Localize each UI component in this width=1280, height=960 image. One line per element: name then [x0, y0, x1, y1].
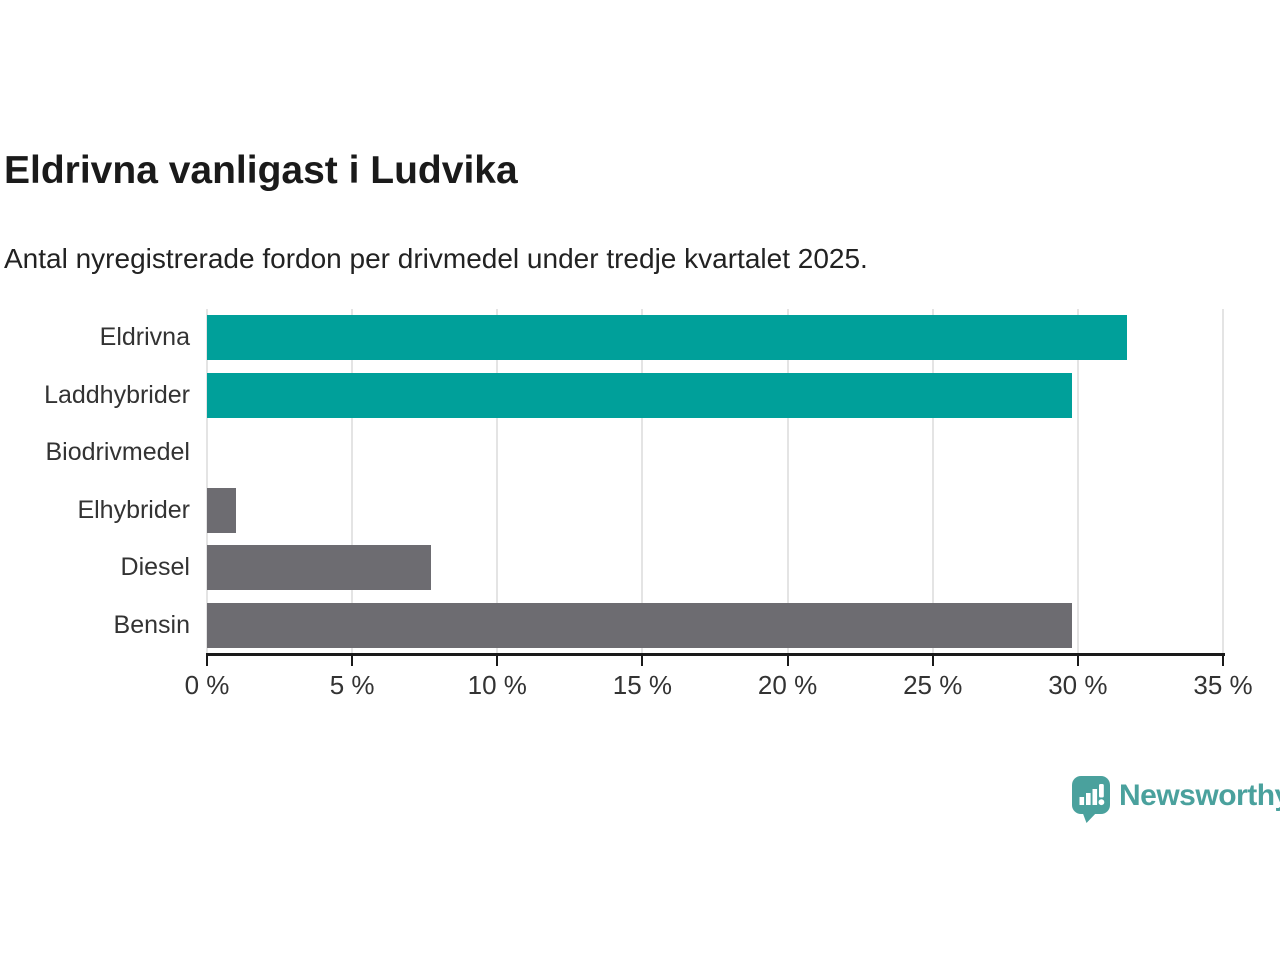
- newsworthy-logo-icon: [1072, 776, 1110, 823]
- bar-bensin: [207, 602, 1073, 648]
- bar-eldrivna: [207, 315, 1128, 361]
- tick-mark: [351, 655, 354, 666]
- brand-logo: Newsworthy: [1071, 775, 1280, 823]
- gridline: [206, 309, 208, 654]
- tick-label: 35 %: [1193, 670, 1253, 700]
- gridline: [641, 309, 644, 654]
- chart-subtitle: Antal nyregistrerade fordon per drivmede…: [4, 243, 868, 274]
- bar-chart-plot-area: [206, 309, 1224, 654]
- tick-label: 5 %: [329, 670, 375, 700]
- gridline: [1222, 309, 1224, 654]
- brand-name: Newsworthy: [1119, 779, 1280, 812]
- tick-mark: [1222, 655, 1224, 666]
- category-label: Laddhybrider: [44, 380, 190, 409]
- category-label: Diesel: [120, 553, 190, 582]
- y-axis-category-labels: Eldrivna Laddhybrider Biodrivmedel Elhybrid…: [0, 309, 190, 654]
- category-label: Biodrivmedel: [45, 438, 190, 467]
- tick-mark: [786, 655, 789, 666]
- tick-label: 15 %: [612, 670, 673, 700]
- gridline: [931, 309, 934, 654]
- gridline: [351, 309, 354, 654]
- chart-title: Eldrivna vanligast i Ludvika: [4, 149, 518, 192]
- bar-elhybrider: [207, 487, 237, 533]
- tick-label: 0 %: [184, 670, 230, 700]
- category-label: Eldrivna: [99, 323, 190, 352]
- gridline: [1076, 309, 1079, 654]
- tick-label: 10 %: [467, 670, 527, 700]
- x-axis: 0 % 5 % 10 % 15 % 20 % 25 % 30 % 35 %: [185, 653, 1253, 703]
- tick-label: 30 %: [1048, 670, 1108, 700]
- tick-label: 20 %: [757, 670, 818, 700]
- x-axis-line: [206, 653, 1225, 656]
- category-label: Bensin: [113, 610, 190, 639]
- category-label: Elhybrider: [77, 495, 190, 524]
- tick-mark: [206, 655, 208, 666]
- bar-diesel: [207, 545, 431, 591]
- tick-label: 25 %: [903, 670, 963, 700]
- bar-laddhybrider: [207, 372, 1073, 418]
- tick-mark: [931, 655, 934, 666]
- tick-mark: [641, 655, 644, 666]
- gridline: [786, 309, 789, 654]
- tick-mark: [1076, 655, 1079, 666]
- tick-mark: [496, 655, 499, 666]
- gridline: [496, 309, 499, 654]
